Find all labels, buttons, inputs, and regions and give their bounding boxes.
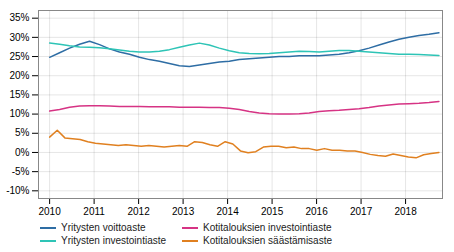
svg-text:10%: 10%	[9, 108, 29, 119]
svg-text:35%: 35%	[9, 12, 29, 23]
html-text:Kotitalouksien säästämisaste: Kotitalouksien säästämisaste	[203, 235, 332, 246]
svg-text:2015: 2015	[261, 206, 284, 217]
svg-text:30%: 30%	[9, 32, 29, 43]
svg-text:15%: 15%	[9, 89, 29, 100]
svg-text:5%: 5%	[15, 127, 30, 138]
svg-text:2016: 2016	[305, 206, 328, 217]
svg-text:-5%: -5%	[12, 166, 30, 177]
html-text:Yritysten voittoaste: Yritysten voittoaste	[61, 222, 146, 233]
svg-text:2018: 2018	[394, 206, 417, 217]
svg-text:2012: 2012	[127, 206, 150, 217]
svg-text:-10%: -10%	[6, 185, 29, 196]
svg-text:2014: 2014	[216, 206, 239, 217]
svg-text:2010: 2010	[38, 206, 61, 217]
svg-text:25%: 25%	[9, 51, 29, 62]
svg-text:0%: 0%	[15, 147, 30, 158]
svg-text:20%: 20%	[9, 70, 29, 81]
svg-text:2011: 2011	[83, 206, 105, 217]
svg-text:2017: 2017	[350, 206, 373, 217]
html-text:Yritysten investointiaste: Yritysten investointiaste	[61, 235, 167, 246]
html-text:Kotitalouksien investointiaste: Kotitalouksien investointiaste	[203, 222, 332, 233]
svg-text:2013: 2013	[172, 206, 195, 217]
